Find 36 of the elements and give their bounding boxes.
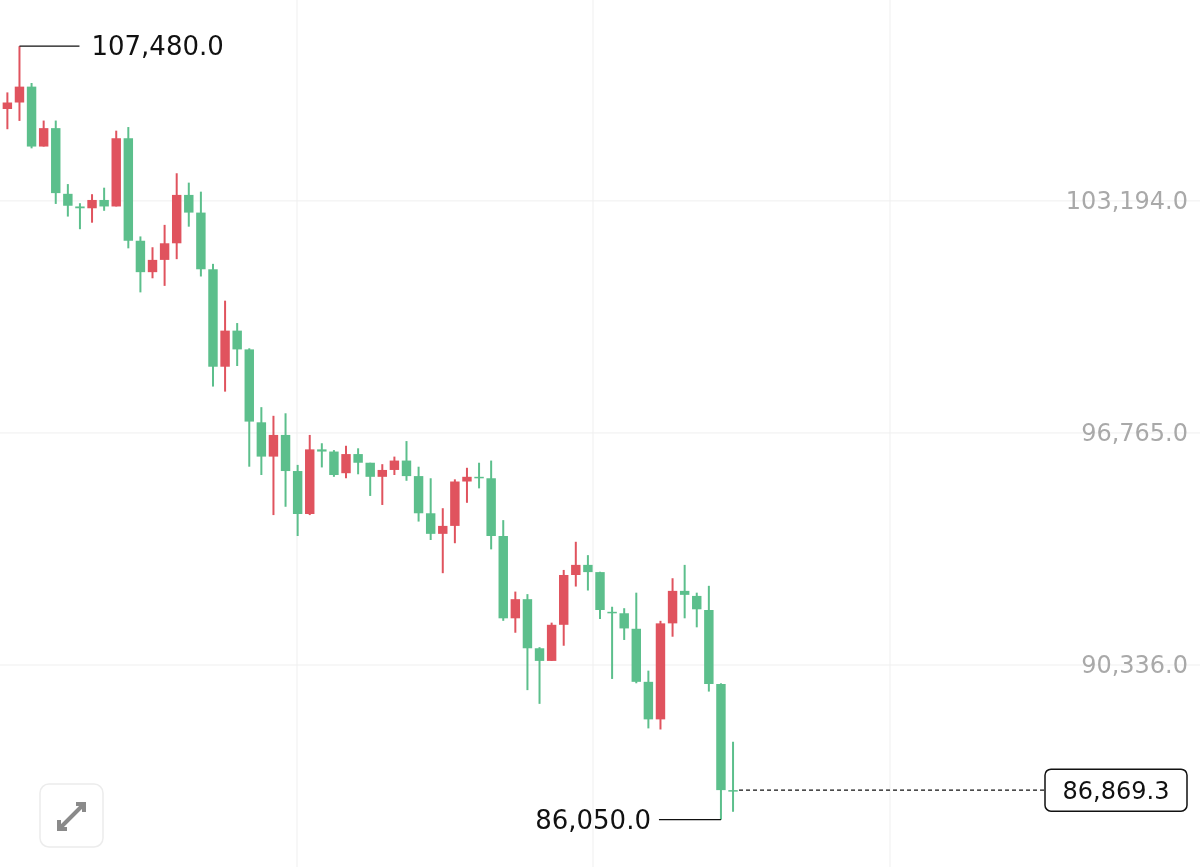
candlestick (99, 186, 109, 212)
candlestick (147, 246, 158, 280)
annotation: 107,480.0 (91, 31, 224, 62)
candlestick (728, 740, 738, 813)
candlestick (87, 193, 97, 224)
candlestick (571, 540, 581, 588)
y-tick-label: 96,765.0 (1081, 419, 1188, 448)
candlestick (365, 461, 375, 497)
candlestick (63, 183, 73, 218)
candlestick (341, 444, 351, 480)
candlestick (14, 45, 25, 122)
candlestick (159, 223, 170, 287)
candlestick (619, 607, 629, 641)
candlestick (329, 449, 339, 478)
candlestick (692, 591, 702, 629)
candlestick (510, 590, 521, 634)
candlestick (232, 322, 242, 367)
candlestick (438, 507, 448, 575)
candlestick (401, 440, 412, 482)
candlestick (534, 646, 545, 705)
candlestick (75, 202, 85, 231)
candlestick (38, 119, 49, 148)
candlestick (425, 477, 436, 541)
candlestick (389, 455, 400, 477)
candlestick (377, 463, 388, 506)
candlestick (353, 447, 363, 476)
ref-line-label: 86,869.3 (1062, 776, 1170, 805)
candlestick (317, 442, 327, 469)
y-tick-label: 90,336.0 (1081, 651, 1188, 680)
candlestick (268, 414, 279, 517)
candlestick (679, 563, 690, 620)
candlestick (184, 181, 194, 228)
annotation: 86,050.0 (535, 804, 651, 835)
candlestick (583, 554, 593, 592)
y-tick-label: 103,194.0 (1065, 187, 1188, 216)
candlestick (462, 466, 472, 504)
